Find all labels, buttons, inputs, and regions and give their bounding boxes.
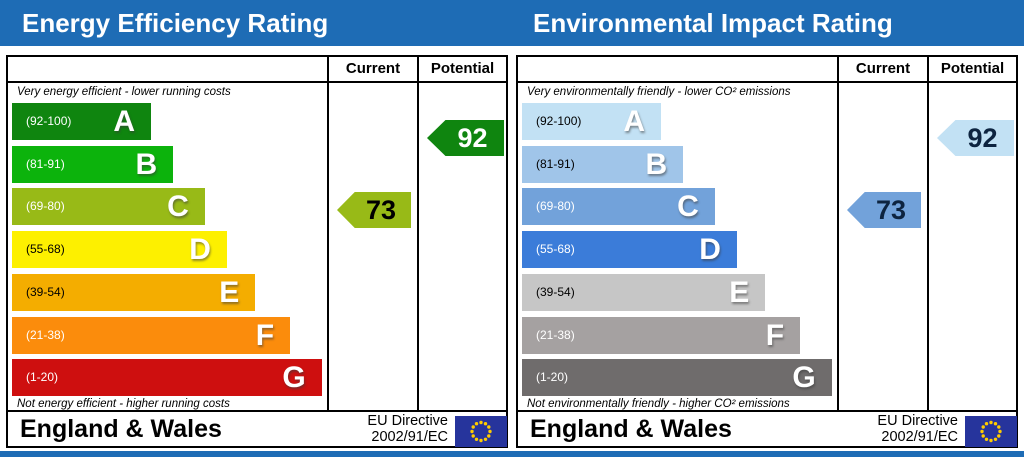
top-note: Very energy efficient - lower running co…: [17, 86, 231, 98]
potential-rating-arrow: 92: [937, 120, 1014, 156]
eu-directive-label: EU Directive 2002/91/EC: [852, 413, 958, 445]
current-rating-value: 73: [365, 195, 397, 225]
current-column-header: Current: [855, 60, 911, 77]
band-letter: B: [135, 147, 158, 181]
band-c: (69-80) C: [522, 188, 715, 226]
eu-flag-icon: [455, 416, 507, 447]
bottom-strip: [0, 451, 1024, 457]
band-letter: E: [219, 275, 240, 309]
band-range-label: (92-100): [536, 114, 582, 128]
band-a: (92-100) A: [12, 103, 152, 140]
band-letter: B: [645, 147, 668, 181]
band-f: (21-38) F: [12, 316, 291, 354]
panel-footer: England & Wales EU Directive 2002/91/EC: [8, 412, 507, 447]
eu-directive-line2: 2002/91/EC: [371, 429, 448, 445]
band-d: (55-68) D: [522, 231, 737, 269]
band-letter: C: [677, 190, 699, 224]
band-b: (81-91) B: [12, 145, 174, 183]
environmental-rating-title: Environmental Impact Rating: [533, 8, 893, 38]
band-f: (21-38) F: [522, 316, 801, 354]
band-range-label: (55-68): [26, 242, 65, 257]
top-note: Very environmentally friendly - lower CO…: [527, 86, 791, 98]
band-letter: F: [255, 318, 275, 352]
band-range-label: (39-54): [26, 284, 65, 299]
eu-directive-line1: EU Directive: [367, 413, 448, 429]
band-letter: D: [189, 233, 211, 267]
band-range-label: (21-38): [26, 327, 65, 342]
column-divider: [837, 57, 839, 412]
rating-bands: (92-100) A (81-91) B (69-80) C (55-68) D (39-54)…: [522, 103, 838, 399]
potential-rating-value: 92: [457, 123, 488, 153]
current-rating-value: 73: [875, 195, 907, 225]
band-letter: G: [282, 361, 306, 395]
eu-directive-line2: 2002/91/EC: [881, 429, 958, 445]
band-range-label: (92-100): [26, 114, 72, 128]
band-b: (81-91) B: [522, 145, 684, 183]
band-range-label: (81-91): [536, 156, 575, 171]
band-g: (1-20) G: [12, 359, 322, 397]
region-label: England & Wales: [20, 415, 222, 443]
region-label: England & Wales: [530, 415, 732, 443]
band-a: (92-100) A: [522, 103, 662, 140]
potential-column-header: Potential: [430, 60, 495, 77]
band-letter: A: [623, 105, 646, 138]
current-rating-arrow: 73: [847, 192, 921, 228]
rating-panel: Current Potential Very environmentally f…: [516, 55, 1018, 448]
band-letter: D: [699, 233, 721, 267]
current-rating-arrow: 73: [337, 192, 411, 228]
potential-rating-arrow: 92: [427, 120, 504, 156]
column-divider: [417, 57, 419, 412]
panel-footer: England & Wales EU Directive 2002/91/EC: [518, 412, 1017, 447]
band-range-label: (55-68): [536, 242, 575, 257]
rating-bands: (92-100) A (81-91) B (69-80) C (55-68) D (39-54)…: [12, 103, 328, 399]
header-row-border: [8, 81, 506, 83]
band-range-label: (1-20): [26, 370, 59, 385]
band-range-label: (69-80): [26, 199, 65, 214]
band-range-label: (21-38): [536, 327, 575, 342]
title-band: Energy Efficiency Rating Environmental I…: [0, 0, 1024, 46]
column-divider: [327, 57, 329, 412]
band-g: (1-20) G: [522, 359, 832, 397]
band-e: (39-54) E: [12, 273, 256, 311]
band-letter: F: [765, 318, 785, 352]
footer-row-border: [518, 410, 1016, 412]
potential-rating-value: 92: [967, 123, 998, 153]
header-row-border: [518, 81, 1016, 83]
band-letter: A: [113, 105, 136, 138]
band-d: (55-68) D: [12, 231, 227, 269]
band-letter: E: [729, 275, 750, 309]
column-divider: [927, 57, 929, 412]
band-range-label: (39-54): [536, 284, 575, 299]
band-c: (69-80) C: [12, 188, 205, 226]
band-letter: C: [167, 190, 189, 224]
potential-column-header: Potential: [940, 60, 1005, 77]
eu-flag-icon: [965, 416, 1017, 447]
band-e: (39-54) E: [522, 273, 766, 311]
current-column-header: Current: [345, 60, 401, 77]
eu-directive-label: EU Directive 2002/91/EC: [342, 413, 448, 445]
bottom-note: Not environmentally friendly - higher CO…: [527, 398, 790, 410]
band-range-label: (81-91): [26, 156, 65, 171]
band-letter: G: [792, 361, 816, 395]
footer-row-border: [8, 410, 506, 412]
band-range-label: (69-80): [536, 199, 575, 214]
energy-rating-title: Energy Efficiency Rating: [22, 8, 329, 38]
eu-directive-line1: EU Directive: [877, 413, 958, 429]
band-range-label: (1-20): [536, 370, 569, 385]
rating-panel: Current Potential Very energy efficient …: [6, 55, 508, 448]
bottom-note: Not energy efficient - higher running co…: [17, 398, 230, 410]
